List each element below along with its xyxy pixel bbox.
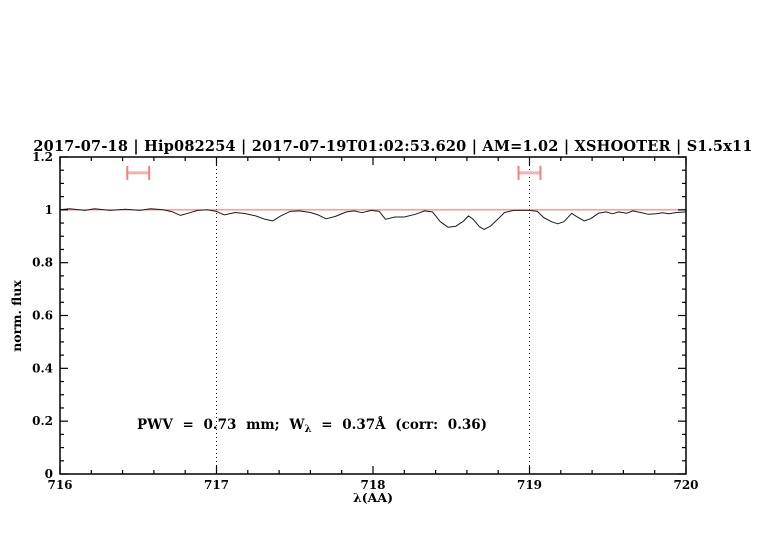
x-tick-label: 719 — [517, 478, 542, 492]
x-tick-label: 718 — [360, 478, 385, 492]
y-tick-label: 0.2 — [32, 414, 53, 428]
spectrum-line — [59, 208, 687, 230]
observed-spectrum-path — [59, 208, 687, 230]
x-tick-label: 717 — [204, 478, 229, 492]
y-tick-label: 0 — [45, 467, 53, 481]
telluric-band-markers — [126, 165, 542, 180]
x-tick-label: 720 — [673, 478, 698, 492]
x-axis-label: λ(AA) — [353, 490, 393, 505]
plot-title: 2017-07-18 | Hip082254 | 2017-07-19T01:0… — [33, 138, 752, 155]
axis-ticks — [59, 156, 687, 475]
y-tick-label: 0.6 — [32, 309, 53, 323]
x-tick-label: 716 — [47, 478, 72, 492]
y-tick-label: 0.4 — [32, 361, 53, 375]
y-tick-label: 1.2 — [32, 150, 53, 164]
x-tick-labels: 716 717 718 719 720 — [47, 478, 698, 492]
y-tick-labels: 0 0.2 0.4 0.6 0.8 1 1.2 — [32, 150, 53, 481]
y-tick-label: 1 — [45, 203, 53, 217]
y-tick-label: 0.8 — [32, 256, 53, 270]
y-axis-label: norm. flux — [9, 280, 24, 352]
pwv-annotation: PWV = 0.73 mm; Wλ = 0.37Å (corr: 0.36) — [137, 417, 487, 435]
